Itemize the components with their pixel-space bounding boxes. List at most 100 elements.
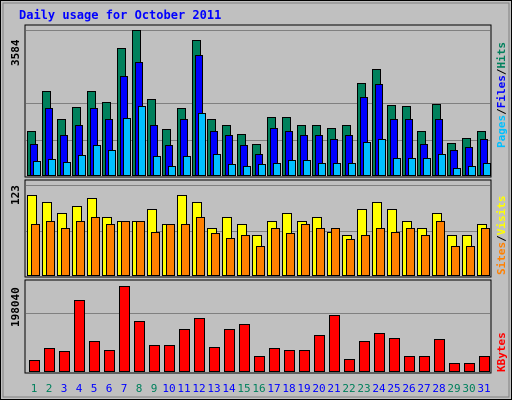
legend-pages: Pages	[495, 115, 508, 148]
panel-kbytes-legend: KBytes	[495, 332, 508, 372]
bar-sites-day-12	[196, 217, 205, 276]
bar-pages-day-4	[78, 155, 86, 176]
bar-kbytes-day-2	[44, 348, 55, 372]
bar-sites-day-29	[451, 246, 460, 276]
bar-sites-day-7	[121, 221, 130, 276]
x-tick-label: 16	[252, 382, 265, 395]
x-tick-label: 26	[402, 382, 415, 395]
panel-visits-bars	[27, 195, 490, 276]
bar-sites-day-9	[151, 232, 160, 276]
bar-sites-day-3	[61, 228, 70, 276]
x-tick-label: 9	[151, 382, 158, 395]
bar-pages-day-30	[468, 166, 476, 176]
bar-kbytes-day-3	[59, 351, 70, 372]
bar-pages-day-7	[123, 118, 131, 176]
bar-pages-day-11	[183, 156, 191, 176]
bar-sites-day-23	[361, 235, 370, 276]
bar-kbytes-day-5	[89, 341, 100, 372]
bar-sites-day-13	[211, 233, 220, 276]
bar-sites-day-22	[346, 239, 355, 276]
bar-pages-day-5	[93, 145, 101, 176]
bar-kbytes-day-14	[224, 329, 235, 372]
bar-kbytes-day-23	[359, 341, 370, 372]
panel-kbytes-bars	[29, 286, 490, 372]
bar-sites-day-27	[421, 235, 430, 276]
bar-pages-day-12	[198, 113, 206, 176]
legend-hits: Hits	[495, 42, 508, 69]
bar-kbytes-day-24	[374, 333, 385, 372]
legend-sep-1: /	[495, 108, 508, 115]
bar-pages-day-29	[453, 168, 461, 176]
legend-visits: Visits	[495, 196, 508, 236]
bar-sites-day-28	[436, 221, 445, 276]
bar-pages-day-17	[273, 163, 281, 176]
x-tick-label: 15	[237, 382, 250, 395]
bar-sites-day-25	[391, 232, 400, 276]
x-tick-label: 29	[447, 382, 460, 395]
bar-pages-day-15	[243, 166, 251, 176]
chart-title: Daily usage for October 2011	[19, 8, 221, 22]
bar-sites-day-11	[181, 224, 190, 276]
x-tick-label: 2	[46, 382, 53, 395]
bar-sites-day-30	[466, 246, 475, 276]
legend-sep-3: /	[495, 235, 508, 242]
bar-sites-day-1	[31, 224, 40, 276]
x-tick-label: 5	[91, 382, 98, 395]
bar-pages-day-13	[213, 154, 221, 176]
bar-sites-day-31	[481, 228, 490, 276]
panel-visits-legend: Sites/Visits	[495, 196, 508, 276]
bar-kbytes-day-4	[74, 300, 85, 372]
bar-sites-day-19	[301, 224, 310, 276]
bar-kbytes-day-18	[284, 350, 295, 372]
x-axis-day-labels: 1 2 3 4 5 6 7 8 9 10 11 12 13 14 15 16 17 18 19 20 21 22 23 24 2…	[31, 382, 491, 395]
x-tick-label: 12	[192, 382, 205, 395]
bar-pages-day-21	[333, 163, 341, 176]
bar-kbytes-day-29	[449, 363, 460, 372]
bar-kbytes-day-20	[314, 335, 325, 372]
bar-kbytes-day-8	[134, 321, 145, 372]
bar-sites-day-21	[331, 228, 340, 276]
x-tick-label: 4	[76, 382, 83, 395]
x-tick-label: 31	[477, 382, 490, 395]
bar-kbytes-day-21	[329, 315, 340, 372]
bar-sites-day-20	[316, 228, 325, 276]
bar-kbytes-day-30	[464, 363, 475, 372]
bar-kbytes-day-12	[194, 318, 205, 372]
bar-kbytes-day-28	[434, 339, 445, 372]
bar-pages-day-19	[303, 160, 311, 176]
bar-sites-day-8	[136, 221, 145, 276]
bar-pages-day-9	[153, 156, 161, 176]
bar-pages-day-14	[228, 164, 236, 176]
bar-sites-day-18	[286, 233, 295, 276]
bar-pages-day-23	[363, 142, 371, 176]
bar-sites-day-16	[256, 246, 265, 276]
panel-visits-ymax-label: 123	[9, 185, 22, 205]
bar-pages-day-8	[138, 106, 146, 176]
bar-kbytes-day-27	[419, 356, 430, 372]
bar-kbytes-day-22	[344, 359, 355, 372]
legend-files: Files	[495, 75, 508, 108]
x-tick-label: 7	[121, 382, 128, 395]
x-tick-label: 1	[31, 382, 38, 395]
bar-kbytes-day-15	[239, 324, 250, 372]
bar-kbytes-day-11	[179, 329, 190, 372]
bar-kbytes-day-19	[299, 350, 310, 372]
x-tick-label: 22	[342, 382, 355, 395]
x-tick-label: 18	[282, 382, 295, 395]
x-tick-label: 3	[61, 382, 68, 395]
bar-kbytes-day-26	[404, 356, 415, 372]
bar-kbytes-day-13	[209, 347, 220, 372]
bar-kbytes-day-17	[269, 348, 280, 372]
legend-sites: Sites	[495, 242, 508, 275]
bar-sites-day-2	[46, 221, 55, 276]
x-tick-label: 10	[162, 382, 175, 395]
bar-sites-day-17	[271, 228, 280, 276]
bar-sites-day-10	[166, 224, 175, 276]
bar-kbytes-day-6	[104, 350, 115, 372]
panel-visits-sites: 123 Sites/Visits	[9, 179, 508, 278]
x-tick-label: 17	[267, 382, 280, 395]
bar-kbytes-day-16	[254, 356, 265, 372]
bar-sites-day-26	[406, 228, 415, 276]
x-tick-label: 30	[462, 382, 475, 395]
